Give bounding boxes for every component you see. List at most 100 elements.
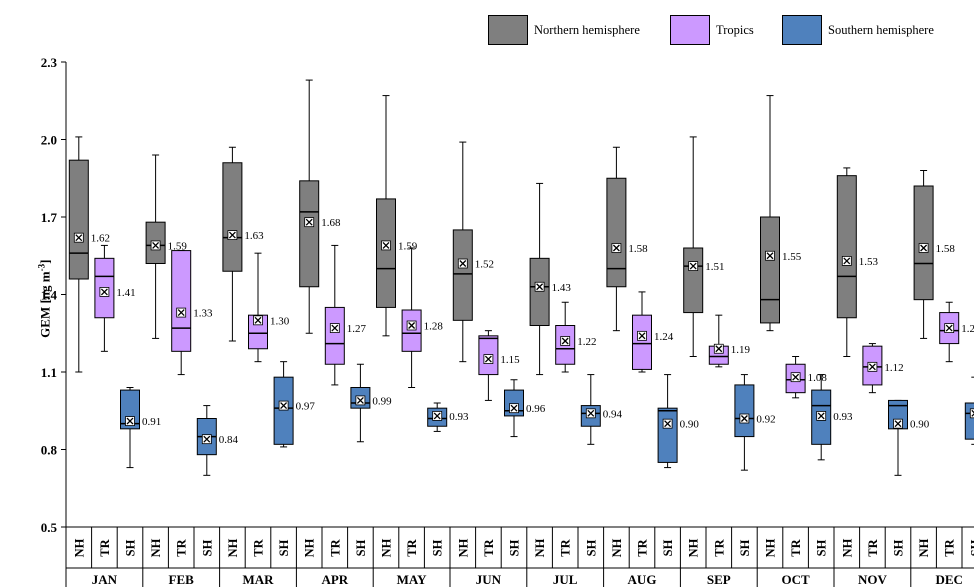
group-label-sh: SH <box>277 539 291 556</box>
month-label-apr: APR <box>321 572 348 587</box>
mean-label: 1.59 <box>398 240 418 252</box>
mean-marker-cross <box>817 412 825 420</box>
group-label-sh: SH <box>508 539 522 556</box>
mean-marker-cross <box>305 218 313 226</box>
box-oct-nh <box>760 216 780 324</box>
legend-label-southern-hemisphere: Southern hemisphere <box>828 22 934 37</box>
group-label-nh: NH <box>917 538 931 557</box>
mean-marker-cross <box>612 244 620 252</box>
legend-label-northern-hemisphere: Northern hemisphere <box>534 22 640 37</box>
mean-label: 1.43 <box>552 282 572 294</box>
mean-marker-cross <box>331 324 339 332</box>
y-tick-label: 2.0 <box>41 133 57 148</box>
group-label-tr: TR <box>559 538 573 556</box>
mean-label: 1.28 <box>424 321 444 333</box>
mean-label: 1.41 <box>116 287 135 299</box>
mean-marker-cross <box>792 373 800 381</box>
month-label-dec: DEC <box>935 572 962 587</box>
mean-marker-cross <box>484 355 492 363</box>
mean-label: 1.68 <box>321 217 341 229</box>
group-label-nh: NH <box>303 538 317 557</box>
month-label-jan: JAN <box>92 572 118 587</box>
group-label-sh: SH <box>968 539 974 556</box>
box-aug-nh <box>606 177 627 288</box>
legend-swatch-southern-hemisphere <box>782 15 822 45</box>
mean-marker-cross <box>100 288 108 296</box>
group-label-tr: TR <box>175 538 189 556</box>
group-label-nh: NH <box>380 538 394 557</box>
mean-marker-cross <box>152 241 160 249</box>
mean-marker-cross <box>843 257 851 265</box>
box-jun-nh <box>452 229 473 321</box>
legend-item-northern-hemisphere: Northern hemisphere <box>488 14 640 46</box>
y-tick-label: 0.5 <box>41 520 58 535</box>
mean-marker-cross <box>408 322 416 329</box>
group-label-nh: NH <box>840 538 854 557</box>
mean-label: 0.97 <box>296 401 316 413</box>
mean-marker-cross <box>356 396 364 404</box>
mean-label: 0.99 <box>372 395 392 407</box>
mean-marker-cross <box>433 412 441 420</box>
box-may-nh <box>376 198 396 308</box>
group-label-nh: NH <box>610 538 624 557</box>
mean-label: 1.08 <box>808 372 828 384</box>
box-mar-sh <box>273 376 294 445</box>
mean-marker-cross <box>228 231 236 239</box>
box-apr-tr <box>324 306 345 365</box>
box-jan-nh <box>68 159 89 280</box>
mean-marker-cross <box>382 241 390 249</box>
y-tick-label: 2.3 <box>41 55 58 70</box>
legend-swatch-tropics <box>670 15 710 45</box>
mean-marker-cross <box>689 262 697 270</box>
mean-marker-cross <box>280 402 288 410</box>
mean-label: 1.59 <box>168 240 188 252</box>
mean-label: 0.90 <box>910 419 930 431</box>
group-label-tr: TR <box>252 538 266 556</box>
mean-label: 1.62 <box>91 233 110 245</box>
box-apr-nh <box>299 180 320 288</box>
group-label-sh: SH <box>584 539 598 556</box>
mean-label: 1.19 <box>731 344 751 356</box>
month-label-feb: FEB <box>169 572 195 587</box>
mean-marker-cross <box>459 260 467 267</box>
group-label-tr: TR <box>482 538 496 556</box>
mean-label: 1.52 <box>475 259 494 271</box>
mean-label: 1.30 <box>270 315 290 327</box>
box-dec-sh <box>964 402 974 440</box>
mean-marker-cross <box>766 252 774 260</box>
group-label-nh: NH <box>764 538 778 557</box>
group-label-tr: TR <box>866 538 880 556</box>
mean-label: 1.22 <box>577 336 596 348</box>
group-label-sh: SH <box>124 539 138 556</box>
mean-marker-cross <box>536 283 544 291</box>
month-label-aug: AUG <box>628 572 657 587</box>
box-aug-tr <box>632 314 652 370</box>
group-label-tr: TR <box>943 538 957 556</box>
group-label-nh: NH <box>149 538 163 557</box>
group-label-tr: TR <box>405 538 419 556</box>
group-label-tr: TR <box>98 538 112 556</box>
group-label-nh: NH <box>456 538 470 557</box>
group-label-sh: SH <box>892 539 906 556</box>
mean-label: 1.55 <box>782 251 802 263</box>
mean-marker-cross <box>254 316 262 324</box>
mean-marker-cross <box>510 404 518 412</box>
mean-marker-cross <box>638 332 646 340</box>
month-label-sep: SEP <box>707 572 731 587</box>
group-label-nh: NH <box>72 538 86 557</box>
mean-marker-cross <box>664 420 672 428</box>
mean-marker-cross <box>868 363 876 371</box>
mean-marker-cross <box>203 435 211 443</box>
group-label-tr: TR <box>328 538 342 556</box>
legend-swatch-northern-hemisphere <box>488 15 528 45</box>
box-dec-nh <box>913 185 934 301</box>
group-label-sh: SH <box>200 539 214 556</box>
box-jul-nh <box>529 257 550 327</box>
mean-label: 0.94 <box>603 408 623 420</box>
mean-label: 0.91 <box>142 416 161 428</box>
y-tick-label: 1.1 <box>41 365 57 380</box>
group-label-sh: SH <box>431 539 445 556</box>
group-label-sh: SH <box>354 539 368 556</box>
group-label-sh: SH <box>815 539 829 556</box>
